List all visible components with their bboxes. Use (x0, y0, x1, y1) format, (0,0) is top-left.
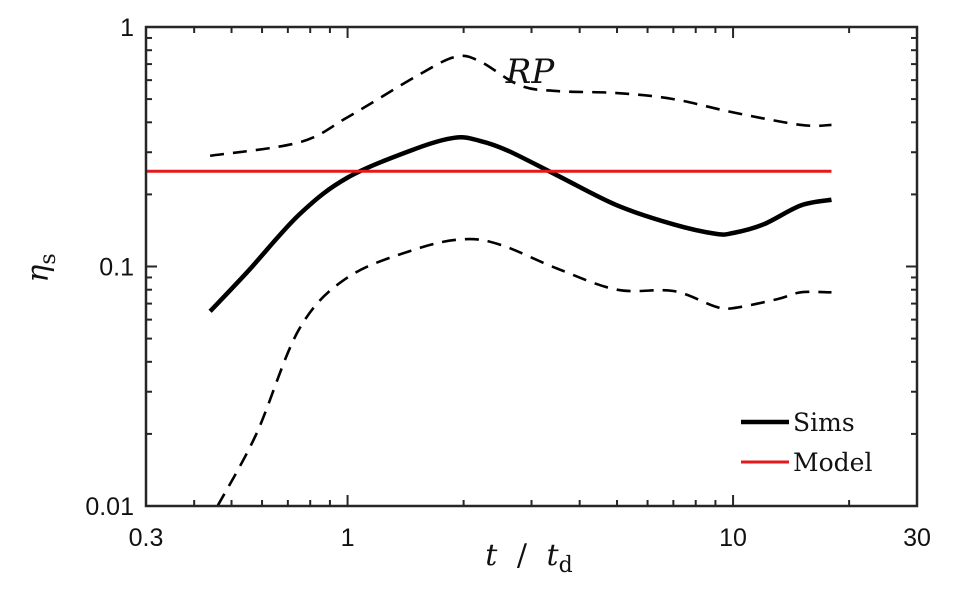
series-line-sims-lower-bound (216, 237, 832, 506)
y-tick-label: 1 (120, 14, 134, 42)
x-axis-var: t (485, 538, 498, 573)
x-tick-label: 0.3 (129, 524, 164, 552)
y-axis-var: η (21, 265, 56, 283)
x-tick-label: 30 (903, 524, 931, 552)
legend: Sims Model (741, 408, 872, 477)
legend-label-sims: Sims (793, 408, 855, 437)
series-layer (146, 54, 832, 506)
x-axis-label: t / td (485, 538, 572, 578)
legend-label-model: Model (793, 448, 872, 477)
x-tick-label: 1 (341, 524, 355, 552)
x-tick-labels: 0.3 1 10 30 (129, 524, 931, 552)
y-tick-labels: 0.01 0.1 1 (85, 14, 134, 521)
y-axis-sub: s (36, 253, 61, 264)
axes-box (144, 25, 919, 508)
series-line-sims (208, 135, 832, 313)
x-tick-label: 10 (719, 524, 747, 552)
x-axis-sub2: d (559, 553, 573, 578)
x-axis-sep: / (517, 538, 528, 573)
annotation-rp: RP (505, 52, 556, 92)
y-tick-label: 0.01 (85, 493, 134, 521)
y-tick-label: 0.1 (99, 254, 134, 282)
series-line-sims-upper-bound (209, 54, 832, 158)
y-axis-label: ηs (21, 253, 61, 282)
x-axis-var2: t (547, 538, 560, 573)
